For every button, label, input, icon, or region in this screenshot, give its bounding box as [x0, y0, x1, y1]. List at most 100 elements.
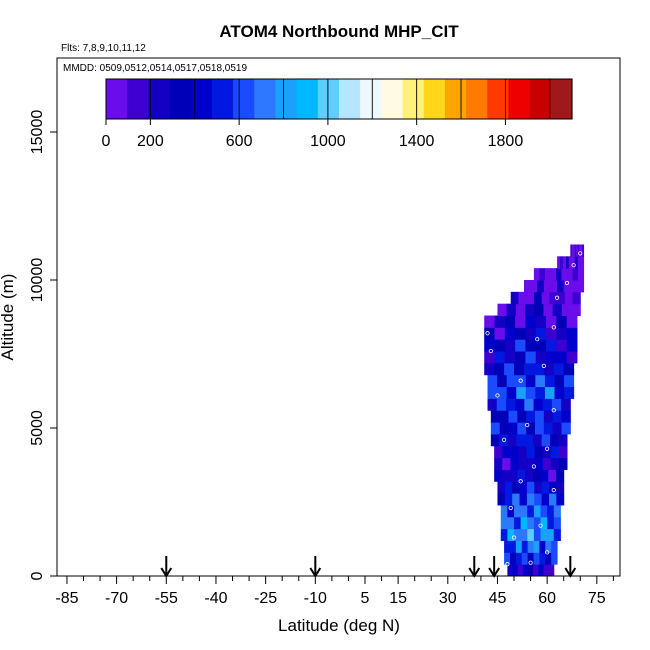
x-tick-label: 5	[361, 590, 370, 607]
sample-point	[511, 535, 517, 540]
flight-arrow	[488, 556, 501, 578]
profile-cell	[487, 398, 498, 411]
profile-cell	[504, 552, 511, 565]
profile-cell	[548, 564, 555, 577]
profile-cell	[547, 504, 555, 518]
profile-cell	[528, 564, 534, 577]
sample-points	[485, 251, 583, 567]
profile-cell	[516, 386, 527, 399]
profile-cell	[514, 362, 525, 376]
profile-cell	[500, 528, 508, 541]
profile-cell	[490, 433, 500, 447]
profile-cell	[508, 422, 518, 435]
profile-cell	[504, 339, 516, 352]
colorbar-swatch	[296, 79, 319, 119]
profile-cell	[566, 315, 578, 328]
profile-cell	[506, 386, 517, 399]
profile-cell	[561, 398, 571, 411]
profile-cell	[556, 315, 568, 328]
profile-cell	[523, 362, 535, 376]
profile-cell	[550, 280, 558, 293]
profile-cell	[518, 457, 528, 470]
profile-cell	[540, 504, 548, 518]
profile-cell	[524, 433, 534, 447]
profile-cell	[552, 303, 563, 317]
profile-cell	[517, 564, 524, 577]
colorbar-swatch	[402, 79, 425, 119]
profile-cell	[543, 362, 555, 376]
profile-cell	[537, 280, 545, 293]
profile-cell	[533, 291, 543, 305]
profile-cell	[571, 244, 574, 257]
dates-label: MMDD: 0509,0512,0514,0517,0518,0519	[63, 63, 247, 74]
profile-cell	[530, 280, 538, 293]
profile-cell	[551, 540, 558, 553]
profile-cell	[565, 256, 570, 269]
profile-cell	[546, 351, 557, 364]
profile-cell	[551, 552, 558, 565]
profile-cell	[556, 351, 568, 364]
profile-cell	[539, 268, 546, 281]
profile-cell	[573, 244, 576, 257]
profile-cell	[509, 540, 517, 553]
profile-cell	[556, 481, 565, 494]
colorbar-swatch	[233, 79, 255, 119]
profile-cell	[519, 493, 528, 506]
profile-cell	[504, 315, 516, 328]
profile-cell	[547, 516, 555, 530]
profile-cell	[555, 469, 565, 482]
plot-frame	[56, 57, 621, 577]
profile-cell	[567, 268, 574, 281]
sample-point	[485, 331, 490, 336]
profile-cell	[507, 433, 517, 447]
profile-cell	[535, 339, 547, 352]
profile-cell	[552, 410, 562, 423]
profile-cell	[504, 351, 516, 364]
sample-point	[531, 464, 536, 469]
profile-cell	[515, 351, 526, 364]
profile-cell	[505, 398, 516, 411]
profile-cell	[535, 315, 547, 328]
profile-cell	[563, 280, 571, 293]
profile-cell	[542, 457, 552, 470]
colorbar-swatch	[550, 79, 573, 119]
colorbar-swatch	[360, 79, 382, 119]
profile-cell	[540, 516, 548, 530]
profile-cell	[507, 528, 515, 541]
profile-cell	[562, 256, 567, 269]
x-tick-label: -25	[254, 590, 277, 607]
profile-cell	[576, 280, 585, 293]
profile-cell	[506, 374, 517, 388]
profile-cell	[564, 374, 575, 388]
profile-cell	[543, 280, 551, 293]
profile-cell	[577, 256, 582, 269]
profile-cell	[497, 303, 508, 317]
profile-cell	[552, 422, 562, 435]
profile-cell	[541, 493, 550, 506]
profile-cell	[533, 268, 540, 281]
sample-point	[525, 422, 530, 428]
x-tick-label: -40	[204, 590, 227, 607]
x-axis: -85 -70 -55 -40 -25 -10 5 15 30 45 60 75	[55, 576, 614, 607]
profile-cell	[582, 244, 585, 257]
profile-cell	[561, 410, 571, 423]
profile-cell	[509, 552, 517, 565]
x-tick-label: 75	[588, 590, 606, 607]
colorbar-swatch	[508, 79, 531, 119]
profile-cell	[544, 374, 556, 388]
profile-cell	[535, 351, 547, 364]
profile-cell	[535, 327, 547, 340]
sample-point	[495, 393, 500, 398]
profile-cell	[541, 433, 551, 447]
colorbar-swatch	[148, 79, 171, 119]
x-axis-label: Latitude (deg N)	[278, 616, 400, 635]
profile-cell	[509, 469, 518, 482]
profile-cell	[527, 540, 535, 553]
profile-cell	[533, 398, 544, 411]
profile-cell	[566, 339, 578, 352]
profile-cell	[515, 315, 526, 328]
sample-point	[551, 408, 556, 413]
profile-cell	[546, 315, 557, 328]
flight-arrow	[160, 556, 173, 578]
